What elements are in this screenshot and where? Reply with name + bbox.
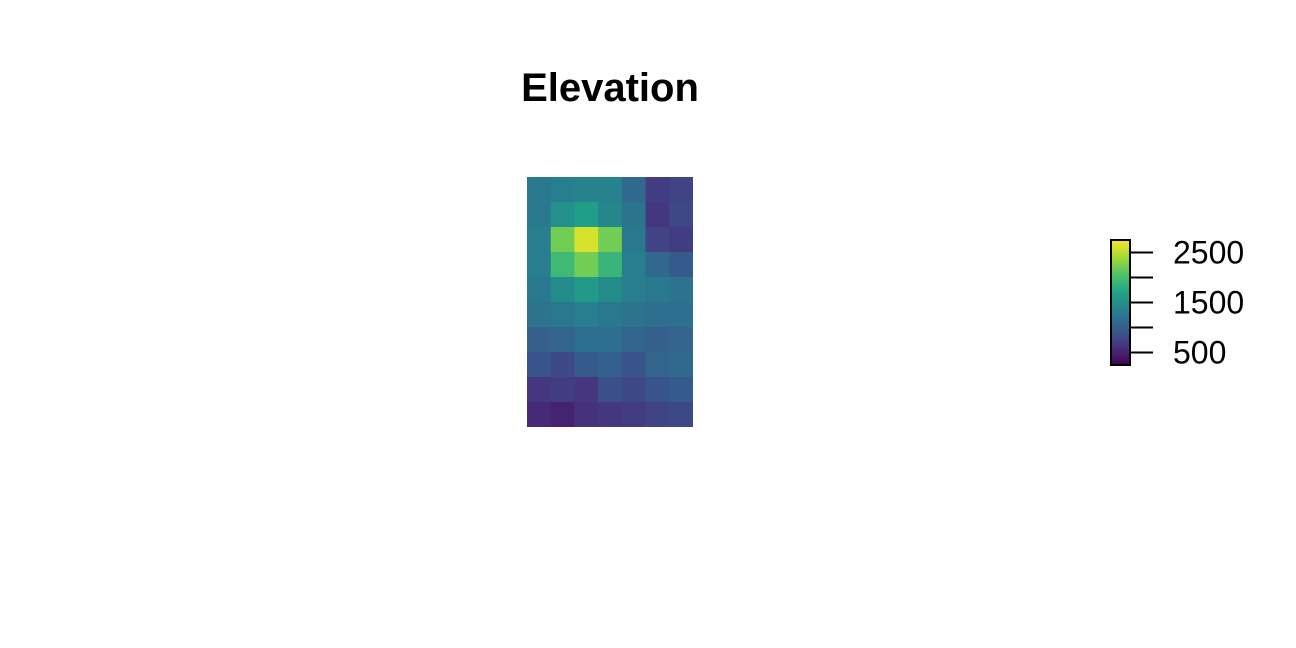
raster-cell: [621, 377, 647, 403]
raster-cell: [574, 352, 599, 378]
raster-cell: [645, 177, 670, 203]
raster-cell: [527, 352, 552, 378]
legend-tick-label: 2500: [1173, 235, 1244, 271]
raster-cell: [621, 327, 647, 353]
raster-cell: [527, 177, 552, 203]
raster-cell: [574, 277, 599, 303]
raster-cell: [574, 402, 599, 427]
raster-cell: [598, 202, 623, 228]
raster-cell: [527, 402, 552, 427]
chart-title: Elevation: [521, 66, 699, 110]
raster-cell: [621, 277, 647, 303]
legend-color-bar: [1110, 239, 1131, 366]
raster-cell: [669, 202, 693, 228]
raster-cell: [574, 302, 599, 328]
raster-cell: [645, 302, 670, 328]
raster-cell: [527, 252, 552, 278]
raster-cell: [527, 327, 552, 353]
raster-cell: [550, 402, 576, 427]
raster-cell: [574, 202, 599, 228]
raster-cell: [669, 327, 693, 353]
color-legend: 500 1500 2500: [1104, 228, 1284, 378]
raster-cell: [598, 177, 623, 203]
raster-cell: [574, 227, 599, 253]
raster-cell: [574, 252, 599, 278]
raster-cell: [621, 402, 647, 427]
raster-cell: [598, 252, 623, 278]
raster-cell: [669, 352, 693, 378]
raster-cell: [527, 277, 552, 303]
raster-cell: [598, 377, 623, 403]
raster-cell: [621, 202, 647, 228]
raster-cell: [645, 327, 670, 353]
raster-cell: [645, 227, 670, 253]
raster-cell: [527, 377, 552, 403]
legend-svg: 500 1500 2500: [1110, 235, 1244, 371]
elevation-raster: [527, 177, 693, 427]
raster-cell: [550, 377, 576, 403]
raster-svg: [527, 177, 693, 427]
raster-cell: [550, 227, 576, 253]
raster-cell: [598, 227, 623, 253]
raster-cell: [645, 402, 670, 427]
raster-cell: [550, 302, 576, 328]
raster-cell: [621, 302, 647, 328]
raster-cell: [550, 352, 576, 378]
raster-cell: [669, 377, 693, 403]
raster-cell: [550, 252, 576, 278]
raster-cell: [621, 177, 647, 203]
raster-cell: [645, 352, 670, 378]
raster-cell: [550, 177, 576, 203]
raster-cell: [598, 302, 623, 328]
raster-cell: [645, 252, 670, 278]
raster-cell: [550, 327, 576, 353]
raster-cell: [621, 352, 647, 378]
raster-cell: [621, 227, 647, 253]
legend-tick-label: 500: [1173, 335, 1226, 371]
raster-cell: [598, 352, 623, 378]
raster-cell: [527, 302, 552, 328]
raster-cell: [550, 277, 576, 303]
raster-cell: [598, 402, 623, 427]
raster-cell: [598, 277, 623, 303]
raster-cell: [645, 277, 670, 303]
raster-cell: [527, 202, 552, 228]
raster-cell: [669, 302, 693, 328]
raster-cell: [669, 227, 693, 253]
raster-cell: [669, 277, 693, 303]
raster-cell: [598, 327, 623, 353]
raster-cell: [574, 327, 599, 353]
raster-cell: [527, 227, 552, 253]
raster-cell: [621, 252, 647, 278]
raster-cell: [645, 377, 670, 403]
raster-cell: [574, 177, 599, 203]
raster-cell: [645, 202, 670, 228]
raster-cell: [669, 252, 693, 278]
legend-tick-label: 1500: [1173, 285, 1244, 321]
raster-cell: [669, 402, 693, 427]
raster-cell: [574, 377, 599, 403]
raster-cell: [669, 177, 693, 203]
raster-cell: [550, 202, 576, 228]
